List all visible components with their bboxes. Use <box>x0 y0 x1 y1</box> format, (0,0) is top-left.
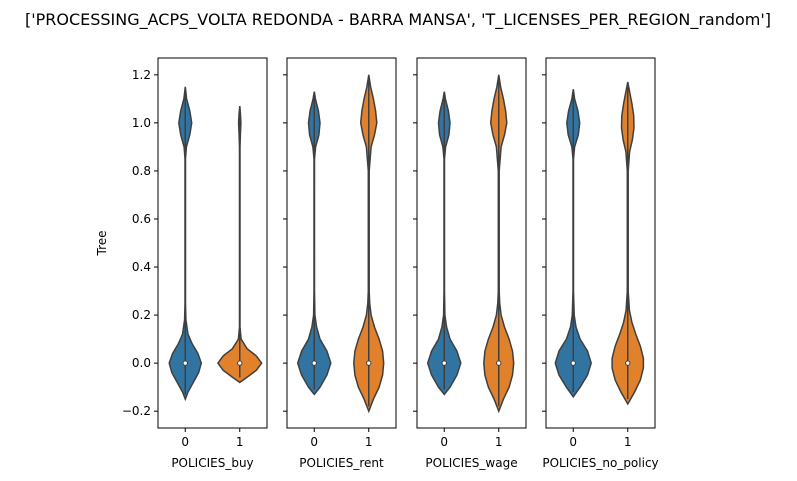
y-axis-label: Tree <box>95 230 109 256</box>
x-tick-label: 0 <box>440 435 448 449</box>
chart-title: ['PROCESSING_ACPS_VOLTA REDONDA - BARRA … <box>25 10 771 30</box>
subplot-panels: −0.2 0.0 0.2 0.4 0.6 0.8 1.0 1.2 0 1 POLICIES_buy 0… <box>122 57 659 470</box>
median-marker <box>570 360 576 366</box>
y-tick-label: 0.8 <box>132 164 151 178</box>
subplot-POLICIES_buy: −0.2 0.0 0.2 0.4 0.6 0.8 1.0 1.2 0 1 POLICIES_buy <box>122 57 268 470</box>
subplot-POLICIES_wage: 0 1 POLICIES_wage <box>413 57 527 470</box>
x-tick-label: 0 <box>569 435 577 449</box>
subplot-POLICIES_no_policy: 0 1 POLICIES_no_policy <box>542 57 659 470</box>
median-marker <box>182 360 188 366</box>
x-axis-label: POLICIES_buy <box>171 456 253 470</box>
subplot-POLICIES_rent: 0 1 POLICIES_rent <box>283 57 397 470</box>
x-tick-label: 1 <box>495 435 503 449</box>
subplot-frame <box>416 57 527 429</box>
y-tick-label: 1.0 <box>132 116 151 130</box>
x-axis-label: POLICIES_no_policy <box>542 456 658 470</box>
y-tick-label: 0.6 <box>132 212 151 226</box>
x-tick-label: 1 <box>236 435 244 449</box>
x-axis-label: POLICIES_rent <box>299 456 384 470</box>
median-marker <box>441 360 447 366</box>
x-tick-label: 0 <box>310 435 318 449</box>
y-tick-label: −0.2 <box>122 404 151 418</box>
median-marker <box>237 360 243 366</box>
subplot-frame <box>157 57 268 429</box>
median-marker <box>625 360 631 366</box>
y-tick-label: 0.4 <box>132 260 151 274</box>
x-tick-label: 1 <box>365 435 373 449</box>
x-axis-label: POLICIES_wage <box>425 456 517 470</box>
y-tick-label: 0.0 <box>132 356 151 370</box>
median-marker <box>496 360 502 366</box>
median-marker <box>311 360 317 366</box>
x-tick-label: 0 <box>181 435 189 449</box>
subplot-frame <box>545 57 656 429</box>
y-tick-label: 0.2 <box>132 308 151 322</box>
subplot-frame <box>286 57 397 429</box>
x-tick-label: 1 <box>624 435 632 449</box>
y-tick-label: 1.2 <box>132 68 151 82</box>
median-marker <box>366 360 372 366</box>
